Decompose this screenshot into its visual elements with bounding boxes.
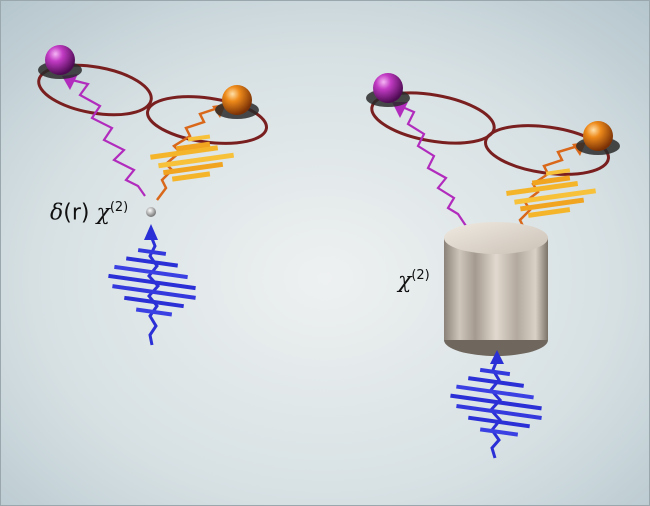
signal-photon-packet xyxy=(399,104,467,227)
left-panel xyxy=(37,45,268,346)
cylinder-icon xyxy=(444,222,548,356)
arrow-icon xyxy=(144,224,158,240)
pump-photon-packet xyxy=(450,359,542,459)
point-source-label: δ(r) χ(2) xyxy=(50,200,129,226)
signal-photon-packet xyxy=(71,78,146,197)
pump-photon-packet xyxy=(108,235,196,346)
magenta-sphere-icon xyxy=(373,73,403,103)
right-panel xyxy=(366,73,620,459)
ring-icon xyxy=(484,124,610,176)
point-nonlinear-source xyxy=(146,207,156,217)
orange-sphere-icon xyxy=(583,121,613,151)
arrow-icon xyxy=(490,350,504,364)
idler-photon-packet xyxy=(506,144,597,241)
idler-photon-packet xyxy=(150,106,235,201)
bulk-crystal-label: χ(2) xyxy=(398,268,430,294)
orange-sphere-icon xyxy=(222,85,252,115)
magenta-sphere-icon xyxy=(45,45,75,75)
ring-icon xyxy=(146,95,268,145)
ring-icon xyxy=(37,63,153,117)
ring-icon xyxy=(370,91,496,145)
